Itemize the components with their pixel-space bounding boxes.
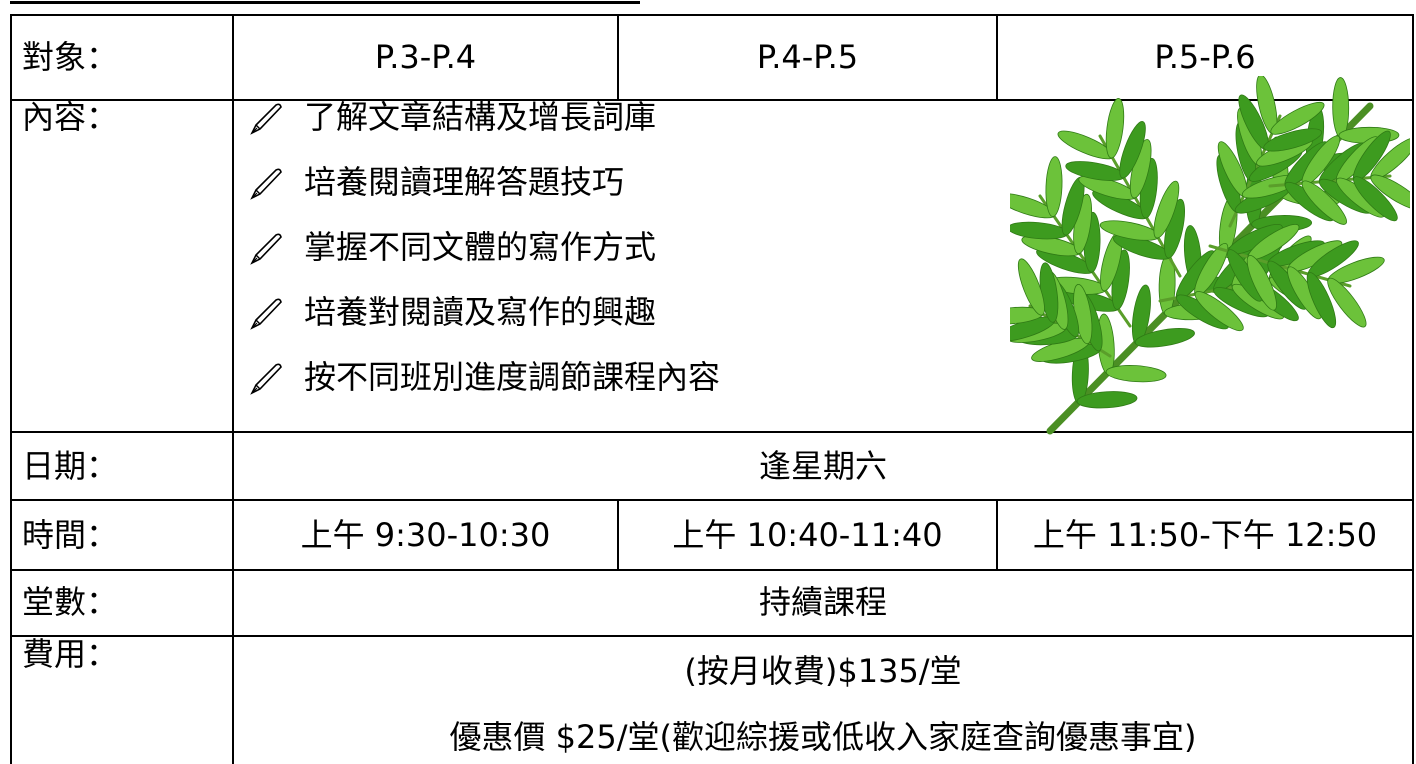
leaf: [1370, 174, 1410, 211]
cell: 逢星期六: [758, 447, 887, 485]
cell: (按月收費)$135/堂: [684, 652, 962, 690]
pen-icon: [246, 164, 286, 204]
cell: 上午 10:40-11:40: [672, 516, 943, 554]
leaf: [1194, 291, 1244, 332]
table-border: [10, 14, 1414, 16]
content-item: 培養閱讀理解答題技巧: [304, 163, 625, 201]
table-border: [996, 499, 998, 571]
leaf: [1119, 121, 1146, 179]
pen-icon: [246, 359, 286, 399]
row-label: 費用：: [22, 635, 119, 673]
leaf: [1270, 101, 1325, 135]
pen-icon: [246, 294, 286, 334]
bamboo-illustration: [1010, 76, 1410, 435]
row-label: 對象：: [22, 38, 119, 76]
table-border: [232, 14, 234, 764]
row-label: 日期：: [22, 447, 119, 485]
leaf: [1134, 328, 1195, 348]
leaf: [1353, 176, 1398, 222]
row-label: 時間：: [22, 516, 119, 554]
cell: 上午 11:50-下午 12:50: [1032, 516, 1378, 554]
leaf: [1263, 128, 1323, 152]
leaf: [1301, 180, 1347, 225]
cell: 上午 9:30-10:30: [300, 516, 551, 554]
pen-icon: [246, 99, 286, 139]
leaf: [1306, 272, 1337, 329]
leaf: [1017, 258, 1045, 316]
leaf: [1105, 98, 1125, 159]
table-border: [10, 431, 1414, 433]
content-item: 掌握不同文體的寫作方式: [304, 228, 657, 266]
leaf: [1153, 180, 1180, 239]
cell: 持續課程: [758, 583, 887, 621]
table-border: [10, 499, 1414, 501]
leaf: [1327, 277, 1367, 328]
content-item: 了解文章結構及增長詞庫: [304, 98, 657, 136]
table-border: [10, 569, 1414, 571]
cell: P.4-P.5: [756, 38, 859, 76]
table-border: [10, 635, 1414, 637]
leaf: [1332, 77, 1350, 138]
table-border: [617, 499, 619, 571]
cell: P.5-P.6: [1154, 38, 1256, 76]
table-border: [10, 99, 1414, 101]
leaf: [1246, 255, 1277, 311]
table-border: [996, 14, 998, 101]
cell: 優惠價 $25/堂(歡迎綜援或低收入家庭查詢優惠事宜): [449, 718, 1197, 756]
top-rule: [10, 1, 640, 4]
table-border: [617, 14, 619, 101]
row-label: 堂數：: [22, 583, 119, 621]
content-item: 培養對閱讀及寫作的興趣: [304, 293, 657, 331]
content-item: 按不同班別進度調節課程內容: [304, 358, 721, 396]
table-border: [10, 14, 12, 764]
cell: P.3-P.4: [374, 38, 477, 76]
pen-icon: [246, 229, 286, 269]
leaf: [1045, 156, 1063, 217]
table-border: [1412, 14, 1414, 764]
leaf: [1076, 391, 1138, 409]
row-label: 內容：: [22, 98, 119, 136]
leaf: [1105, 365, 1167, 383]
